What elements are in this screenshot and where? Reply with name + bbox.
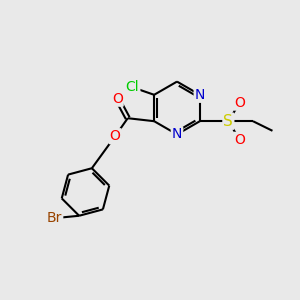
Text: N: N (195, 88, 205, 102)
Text: N: N (172, 128, 182, 141)
Text: O: O (110, 129, 121, 143)
Text: Cl: Cl (126, 80, 139, 94)
Text: O: O (112, 92, 123, 106)
Text: O: O (234, 96, 245, 110)
Text: Br: Br (47, 211, 62, 225)
Text: O: O (234, 133, 245, 147)
Text: S: S (224, 114, 233, 129)
